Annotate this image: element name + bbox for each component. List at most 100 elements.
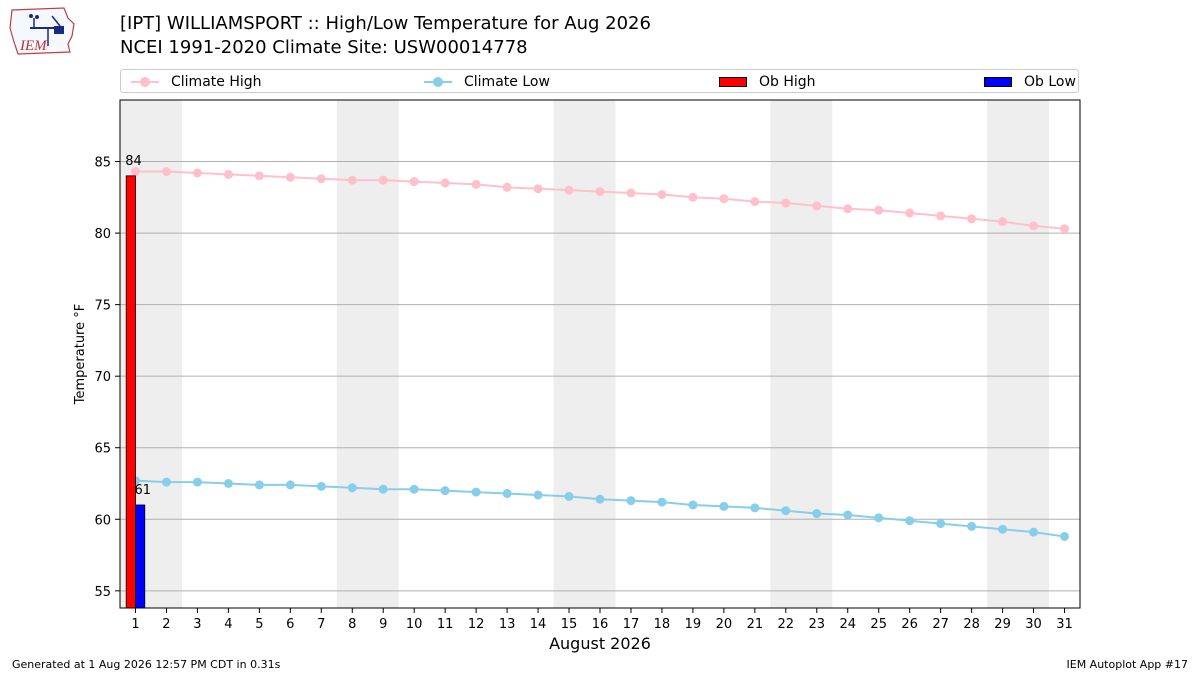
climate-low-point	[626, 496, 636, 506]
x-tick-label: 4	[224, 617, 232, 632]
climate-high-point	[967, 214, 977, 224]
weekend-band	[336, 100, 399, 608]
legend-item-climate-low: Climate Low	[424, 70, 550, 94]
climate-low-point	[936, 519, 946, 529]
x-tick-label: 20	[716, 617, 733, 632]
x-tick-label: 8	[348, 617, 356, 632]
x-tick-label: 6	[286, 617, 294, 632]
x-tick-label: 1	[131, 617, 139, 632]
x-tick-label: 24	[839, 617, 856, 632]
climate-low-point	[750, 503, 760, 513]
climate-low-point	[316, 481, 326, 491]
climate-low-swatch	[424, 77, 452, 87]
x-tick-label: 5	[255, 617, 263, 632]
weekend-band	[553, 100, 616, 608]
climate-high-point	[719, 194, 729, 204]
climate-high-point	[440, 178, 450, 188]
legend-item-climate-high: Climate High	[131, 70, 262, 94]
climate-high-point	[812, 201, 822, 211]
climate-high-point	[843, 204, 853, 214]
y-tick-label: 85	[94, 156, 111, 171]
climate-high-swatch	[131, 77, 159, 87]
chart-subtitle: NCEI 1991-2020 Climate Site: USW00014778	[120, 37, 528, 58]
legend-item-ob-low: Ob Low	[984, 70, 1076, 94]
climate-high-point	[936, 211, 946, 221]
x-tick-label: 28	[963, 617, 980, 632]
y-tick-label: 75	[94, 299, 111, 314]
climate-low-point	[843, 510, 853, 520]
climate-high-point	[502, 182, 512, 192]
x-tick-label: 17	[623, 617, 640, 632]
climate-high-point	[998, 217, 1008, 227]
climate-low-point	[223, 479, 233, 489]
climate-high-point	[316, 174, 326, 184]
climate-low-point	[533, 490, 543, 500]
climate-high-point	[874, 205, 884, 215]
climate-low-point	[440, 486, 450, 496]
ob-low-data-label: 61	[134, 483, 151, 498]
climate-high-point	[161, 167, 171, 177]
x-tick-label: 30	[1025, 617, 1042, 632]
climate-low-point	[812, 509, 822, 519]
x-tick-label: 14	[530, 617, 547, 632]
ob-high-data-label: 84	[125, 154, 142, 169]
climate-low-point	[409, 484, 419, 494]
climate-low-point	[161, 477, 171, 487]
x-tick-label: 22	[778, 617, 795, 632]
climate-high-point	[564, 185, 574, 195]
climate-high-point	[533, 184, 543, 194]
chart-title: [IPT] WILLIAMSPORT :: High/Low Temperatu…	[120, 13, 651, 34]
x-tick-label: 2	[162, 617, 170, 632]
x-tick-label: 7	[317, 617, 325, 632]
x-tick-label: 26	[901, 617, 918, 632]
x-tick-label: 19	[685, 617, 702, 632]
y-tick-label: 80	[94, 227, 111, 242]
climate-high-point	[192, 168, 202, 178]
climate-low-point	[998, 524, 1008, 534]
y-tick-label: 65	[94, 442, 111, 457]
climate-high-point	[750, 197, 760, 207]
generated-timestamp: Generated at 1 Aug 2026 12:57 PM CDT in …	[12, 658, 281, 671]
climate-high-point	[595, 187, 605, 197]
climate-low-point	[502, 489, 512, 499]
x-tick-label: 16	[592, 617, 609, 632]
climate-low-point	[657, 497, 667, 507]
climate-low-point	[719, 501, 729, 511]
climate-high-point	[905, 208, 915, 218]
climate-low-point	[285, 480, 295, 490]
x-tick-label: 18	[654, 617, 671, 632]
y-axis-label: Temperature °F	[73, 304, 88, 405]
iem-logo: IEM	[8, 6, 80, 58]
climate-high-point	[781, 198, 791, 208]
legend-label-climate-low: Climate Low	[464, 74, 550, 90]
climate-high-point	[130, 167, 140, 177]
climate-low-point	[192, 477, 202, 487]
legend-label-climate-high: Climate High	[171, 74, 262, 90]
climate-high-point	[657, 189, 667, 199]
ob-high-bar	[125, 175, 136, 609]
ob-low-bar	[135, 504, 146, 609]
climate-low-point	[564, 491, 574, 501]
climate-high-point	[688, 192, 698, 202]
x-tick-label: 9	[379, 617, 387, 632]
x-tick-label: 23	[809, 617, 826, 632]
legend-label-ob-low: Ob Low	[1024, 74, 1076, 90]
climate-high-point	[254, 171, 264, 181]
climate-high-point	[409, 177, 419, 187]
x-tick-label: 10	[406, 617, 423, 632]
climate-low-point	[874, 513, 884, 523]
legend-label-ob-high: Ob High	[759, 74, 816, 90]
climate-high-point	[471, 179, 481, 189]
weekend-band	[770, 100, 833, 608]
x-tick-label: 27	[932, 617, 949, 632]
climate-low-point	[905, 516, 915, 526]
climate-low-point	[347, 483, 357, 493]
svg-text:IEM: IEM	[19, 38, 48, 54]
y-tick-label: 55	[94, 585, 111, 600]
autoplot-app-label: IEM Autoplot App #17	[1066, 658, 1189, 671]
climate-low-point	[1060, 531, 1070, 541]
climate-low-point	[781, 506, 791, 516]
climate-low-point	[595, 494, 605, 504]
climate-high-point	[626, 188, 636, 198]
